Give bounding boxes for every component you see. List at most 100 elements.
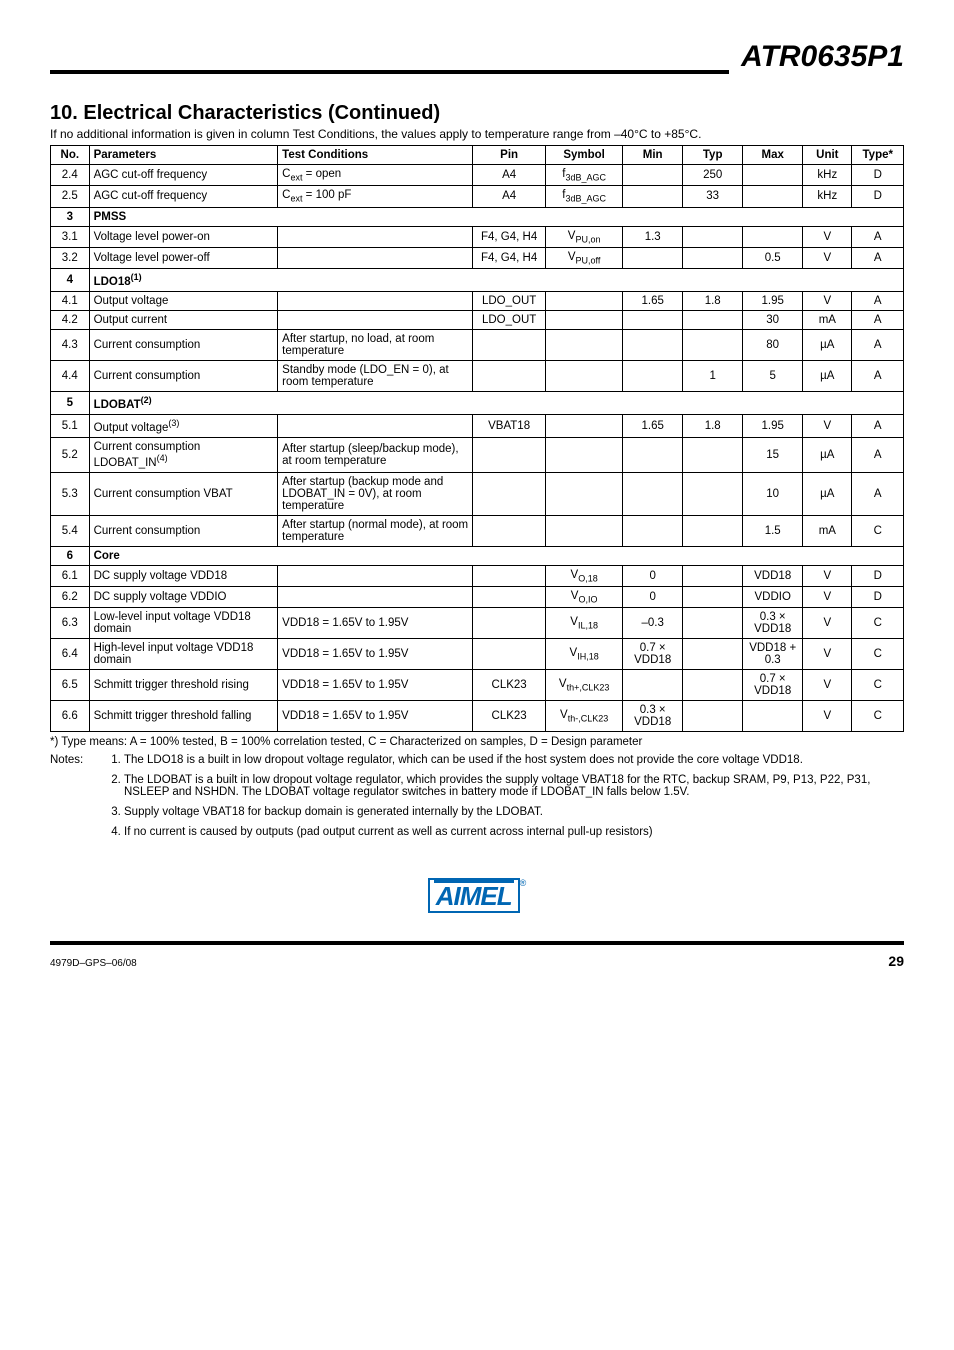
th-min: Min	[623, 146, 683, 165]
table-row: 4.1Output voltageLDO_OUT1.651.81.95VA	[51, 292, 904, 311]
cell-min	[623, 311, 683, 330]
notes-label: Notes:	[50, 754, 104, 846]
cell-symbol: Vth+,CLK23	[546, 670, 623, 701]
cell-no: 6.3	[51, 608, 90, 639]
table-row: 5.2Current consumption LDOBAT_IN(4)After…	[51, 437, 904, 472]
cell-type: C	[852, 701, 904, 732]
cell-no: 2.4	[51, 165, 90, 186]
cell-pin: A4	[473, 165, 546, 186]
cell-no: 5.1	[51, 414, 90, 437]
notes-list: The LDO18 is a built in low dropout volt…	[104, 754, 904, 846]
note-item: The LDOBAT is a built in low dropout vol…	[124, 774, 904, 798]
cell-cond	[278, 247, 473, 268]
cell-pin	[473, 330, 546, 361]
cell-pin: CLK23	[473, 670, 546, 701]
cell-pin	[473, 472, 546, 515]
cell-min: 1.65	[623, 414, 683, 437]
cell-no: 6.4	[51, 639, 90, 670]
cell-param: Voltage level power-on	[89, 226, 278, 247]
cell-symbol	[546, 361, 623, 392]
note-item: Supply voltage VBAT18 for backup domain …	[124, 806, 904, 818]
cell-no: 4.1	[51, 292, 90, 311]
cell-cond	[278, 226, 473, 247]
cell-param: Low-level input voltage VDD18 domain	[89, 608, 278, 639]
cell-symbol: f3dB_AGC	[546, 186, 623, 207]
cell-max: 1.95	[743, 292, 803, 311]
cell-no: 2.5	[51, 186, 90, 207]
cell-param: AGC cut-off frequency	[89, 186, 278, 207]
th-pin: Pin	[473, 146, 546, 165]
note-item: The LDO18 is a built in low dropout volt…	[124, 754, 904, 766]
cell-typ	[683, 565, 743, 586]
cell-pin	[473, 565, 546, 586]
cell-pin: LDO_OUT	[473, 311, 546, 330]
th-typ: Typ	[683, 146, 743, 165]
cell-unit: µA	[803, 472, 852, 515]
cell-type: A	[852, 292, 904, 311]
cell-param: Current consumption	[89, 515, 278, 546]
cell-pin: VBAT18	[473, 414, 546, 437]
section-title: 10. Electrical Characteristics (Continue…	[50, 102, 904, 125]
cell-cond: Cext = open	[278, 165, 473, 186]
table-row: 6.1DC supply voltage VDD18VO,180VDD18VD	[51, 565, 904, 586]
cell-symbol	[546, 472, 623, 515]
cell-typ: 1.8	[683, 414, 743, 437]
cell-type: C	[852, 608, 904, 639]
cell-typ	[683, 608, 743, 639]
table-row: 4.3Current consumptionAfter startup, no …	[51, 330, 904, 361]
cell-param: High-level input voltage VDD18 domain	[89, 639, 278, 670]
cell-pin	[473, 639, 546, 670]
cell-no: 6.6	[51, 701, 90, 732]
cell-max: 5	[743, 361, 803, 392]
table-row: 5LDOBAT(2)	[51, 392, 904, 415]
section-subtitle: If no additional information is given in…	[50, 127, 904, 141]
cell-pin: F4, G4, H4	[473, 247, 546, 268]
cell-cond: VDD18 = 1.65V to 1.95V	[278, 670, 473, 701]
cell-param: AGC cut-off frequency	[89, 165, 278, 186]
cell-param: Current consumption VBAT	[89, 472, 278, 515]
cell-typ	[683, 437, 743, 472]
cell-max: 0.3 × VDD18	[743, 608, 803, 639]
cell-no: 5.3	[51, 472, 90, 515]
group-no: 5	[51, 392, 90, 415]
cell-typ	[683, 670, 743, 701]
table-row: 5.4Current consumptionAfter startup (nor…	[51, 515, 904, 546]
cell-param: Output current	[89, 311, 278, 330]
footer-rule	[50, 941, 904, 945]
cell-max: 1.95	[743, 414, 803, 437]
cell-type: A	[852, 437, 904, 472]
table-row: 6.6Schmitt trigger threshold fallingVDD1…	[51, 701, 904, 732]
cell-pin: F4, G4, H4	[473, 226, 546, 247]
cell-param: Current consumption LDOBAT_IN(4)	[89, 437, 278, 472]
cell-min	[623, 330, 683, 361]
section-number: 10.	[50, 102, 78, 124]
cell-param: Current consumption	[89, 361, 278, 392]
cell-unit: V	[803, 414, 852, 437]
cell-no: 5.4	[51, 515, 90, 546]
table-row: 4.2Output currentLDO_OUT30mAA	[51, 311, 904, 330]
cell-unit: V	[803, 226, 852, 247]
cell-min: 1.65	[623, 292, 683, 311]
cell-param: Output voltage(3)	[89, 414, 278, 437]
cell-symbol	[546, 437, 623, 472]
header-rule	[50, 70, 729, 74]
cell-symbol	[546, 292, 623, 311]
cell-symbol: f3dB_AGC	[546, 165, 623, 186]
cell-type: D	[852, 186, 904, 207]
cell-cond: After startup (normal mode), at room tem…	[278, 515, 473, 546]
th-no: No.	[51, 146, 90, 165]
table-row: 3PMSS	[51, 207, 904, 226]
cell-typ	[683, 701, 743, 732]
cell-min: 0.3 × VDD18	[623, 701, 683, 732]
table-row: 2.4AGC cut-off frequencyCext = openA4f3d…	[51, 165, 904, 186]
cell-min	[623, 165, 683, 186]
cell-type: D	[852, 565, 904, 586]
cell-type: C	[852, 515, 904, 546]
th-type: Type*	[852, 146, 904, 165]
group-no: 4	[51, 269, 90, 292]
table-row: 3.2Voltage level power-offF4, G4, H4VPU,…	[51, 247, 904, 268]
part-number: ATR0635P1	[741, 40, 904, 74]
section-title-text: Electrical Characteristics (Continued)	[83, 102, 440, 124]
cell-unit: V	[803, 292, 852, 311]
cell-max: 30	[743, 311, 803, 330]
